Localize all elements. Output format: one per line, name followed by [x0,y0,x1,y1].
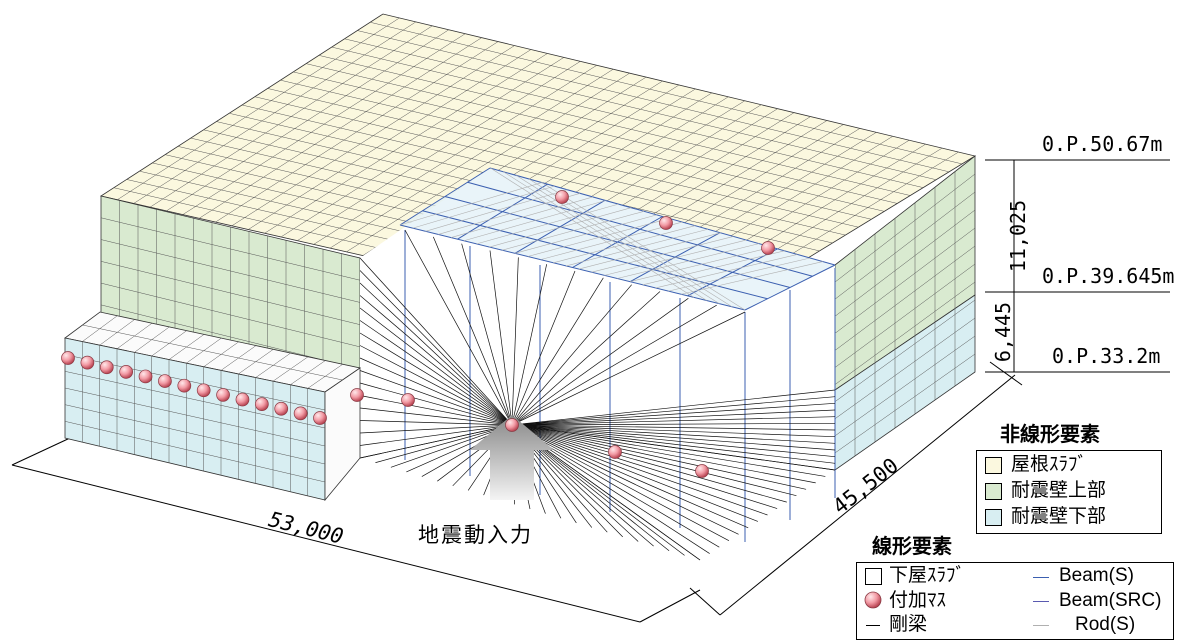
legend-nonlinear-box: 屋根ｽﾗﾌﾞ 耐震壁上部 耐震壁下部 [976,450,1162,534]
legend-item-lower-wall: 耐震壁下部 [1011,505,1107,527]
mass-point [761,241,775,255]
mass-point [401,393,415,407]
mass-point [196,383,211,398]
mass-point [80,355,95,370]
lower-height-dimension: 6,445 [991,301,1015,363]
mass-point [254,397,269,412]
mass-point [177,378,192,393]
roof-slab-swatch [985,457,1002,474]
additional-masses [61,190,775,478]
legend-item-upper-wall: 耐震壁上部 [1011,479,1107,501]
gray-line-icon [1033,625,1049,626]
sphere-icon [864,591,882,609]
level-bottom-label: 0.P.33.2m [1052,344,1161,368]
mass-point [158,374,172,388]
mass-point [695,464,709,478]
mass-point [119,364,134,379]
upper-height-dimension: 11,025 [1006,199,1030,273]
seismic-input-arrow [470,415,554,500]
legend-item-added-mass: 付加ﾏｽ [889,589,947,611]
mass-point [61,351,75,365]
seismic-input-label: 地震動入力 [418,523,533,547]
mass-point [313,411,327,425]
mass-point [274,401,289,416]
square-icon [865,568,882,585]
level-middle-label: 0.P.39.645m [1042,264,1175,288]
dimension-lines [11,159,1170,623]
mass-point [235,392,250,407]
mass-point [659,216,673,230]
mass-point [608,445,622,459]
black-line-icon [866,625,880,626]
mass-point [505,418,519,432]
lower-annex [64,311,361,502]
legend-nonlinear-title: 非線形要素 [1000,422,1100,446]
legend-item-roof-slab: 屋根ｽﾗﾌﾞ [1011,453,1088,475]
mass-point [555,190,569,204]
navy-line-icon [1033,601,1049,602]
mass-point [293,406,308,421]
legend-item-beam-s: Beam(S) [1059,565,1134,586]
lower-wall-swatch [985,509,1002,526]
legend-item-lower-roof-slab: 下屋ｽﾗﾌﾞ [889,564,966,586]
upper-wall-swatch [985,483,1002,500]
mass-point [350,388,364,402]
mass-point [99,360,114,375]
legend-item-rod-s: Rod(S) [1075,614,1136,635]
blue-line-icon [1033,577,1049,578]
mass-point [138,369,153,384]
legend-item-rigid-beam: 剛梁 [889,613,928,635]
level-top-label: 0.P.50.67m [1042,132,1163,156]
legend-item-beam-src: Beam(SRC) [1059,590,1162,611]
legend-linear-box: 下屋ｽﾗﾌﾞ 付加ﾏｽ 剛梁 Beam(S) Beam(SRC) Rod(S) [856,562,1174,640]
mass-point [216,388,230,402]
legend-linear-title: 線形要素 [872,534,952,558]
interior-cutaway [359,167,836,561]
